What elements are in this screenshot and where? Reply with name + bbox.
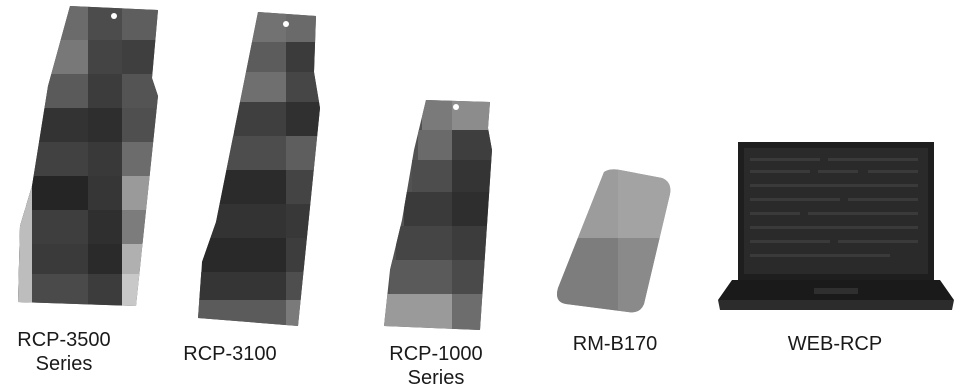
product-rcp-1000 — [384, 100, 496, 330]
product-rcp-3500 — [18, 6, 168, 306]
rcp-3100-panel-image — [198, 12, 320, 326]
label-rcp-3100: RCP-3100 — [178, 342, 282, 366]
product-rm-b170 — [552, 168, 678, 314]
label-rcp-3500-line1: RCP-3500 — [17, 329, 111, 351]
product-rcp-3100 — [196, 12, 326, 326]
label-rcp-1000-line1: RCP-1000 — [389, 343, 483, 365]
label-rm-b170: RM-B170 — [560, 332, 670, 356]
label-rcp-3500-line2: Series — [35, 353, 93, 375]
label-rcp-3100-line1: RCP-3100 — [183, 343, 277, 365]
label-web-rcp-line1: WEB-RCP — [787, 333, 883, 355]
label-rcp-1000-line2: Series — [407, 367, 465, 389]
label-rm-b170-line1: RM-B170 — [572, 333, 658, 355]
label-rcp-1000: RCP-1000 Series — [384, 342, 488, 390]
label-web-rcp: WEB-RCP — [780, 332, 890, 356]
product-web-rcp — [718, 140, 954, 312]
rm-b170-device-image — [557, 169, 671, 313]
label-rcp-3500: RCP-3500 Series — [14, 328, 114, 376]
rcp-3500-panel-image — [18, 6, 158, 306]
rcp-1000-panel-image — [384, 100, 492, 330]
web-rcp-laptop-image — [718, 142, 954, 310]
